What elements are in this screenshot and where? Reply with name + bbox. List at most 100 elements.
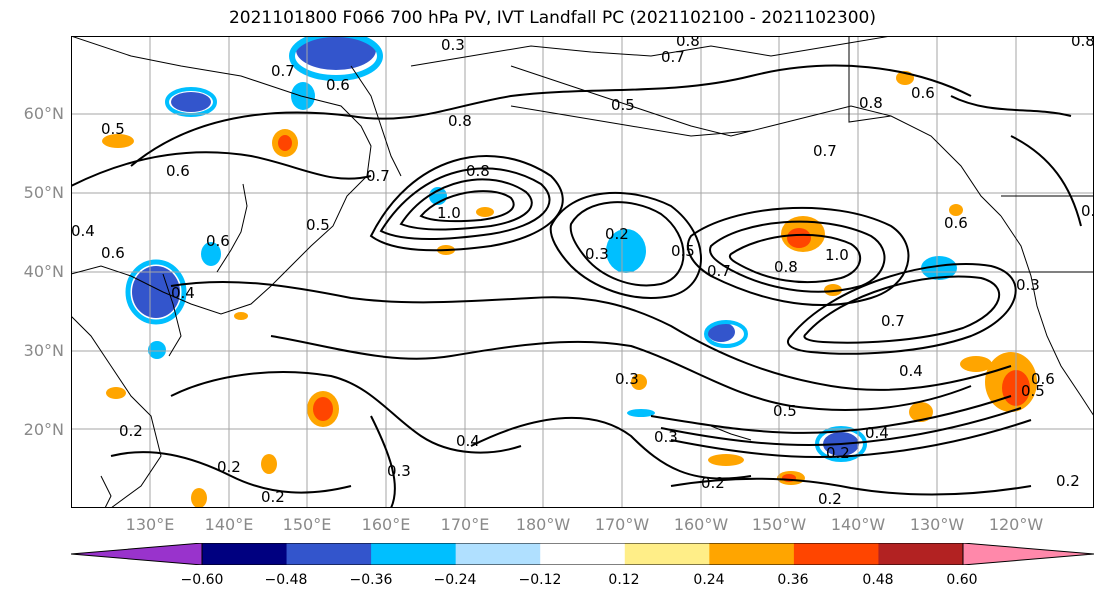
map-panel: 0.3 0.8 0.7 0.6 0.8 0.7 0.8 0.5 0.6 0.7 … bbox=[71, 36, 1094, 508]
negative-anomaly bbox=[171, 92, 211, 112]
contour-label: 0.8 bbox=[774, 258, 798, 276]
contour-label: 0.8 bbox=[1071, 36, 1094, 50]
colorbar-segment bbox=[202, 543, 288, 565]
negative-anomaly bbox=[707, 322, 735, 342]
contour-line bbox=[170, 371, 522, 454]
contour-label: 0.6 bbox=[944, 214, 968, 232]
contour-line bbox=[369, 155, 564, 252]
contour-line bbox=[470, 416, 752, 480]
positive-anomaly bbox=[960, 356, 992, 372]
positive-anomaly bbox=[102, 134, 134, 148]
contour-line bbox=[569, 201, 685, 287]
coastline-hawaii bbox=[710, 425, 752, 441]
contour-line bbox=[660, 407, 1022, 447]
colorbar bbox=[71, 543, 1094, 565]
map-frame bbox=[71, 36, 1094, 508]
colorbar-segment bbox=[878, 543, 964, 565]
contour-label: 0.4 bbox=[865, 424, 889, 442]
contour-label: 0.2 bbox=[826, 444, 850, 462]
lon-label: 140°E bbox=[204, 515, 254, 534]
map-title: 2021101800 F066 700 hPa PV, IVT Landfall… bbox=[228, 8, 876, 28]
lon-label: 150°W bbox=[751, 515, 807, 534]
contour-label: 0.2 bbox=[701, 474, 725, 492]
contour-label: 0.6 bbox=[1031, 370, 1055, 388]
contour-line bbox=[110, 451, 352, 494]
lon-label: 120°W bbox=[988, 515, 1044, 534]
contour-line bbox=[549, 191, 702, 299]
contour-line bbox=[650, 395, 1012, 434]
contour-line bbox=[803, 275, 1000, 344]
lon-label: 130°W bbox=[909, 515, 965, 534]
contour-line bbox=[950, 95, 1072, 117]
negative-anomaly bbox=[289, 36, 383, 81]
colorbar-tick: 0.12 bbox=[608, 572, 640, 588]
colorbar-extend-low bbox=[71, 543, 203, 565]
colorbar-segment bbox=[540, 543, 626, 565]
lat-label: 30°N bbox=[23, 341, 64, 360]
positive-anomaly bbox=[787, 228, 811, 248]
contour-line bbox=[370, 415, 396, 508]
colorbar-tick: 0.60 bbox=[946, 572, 978, 588]
colorbar-tick: −0.60 bbox=[180, 572, 224, 588]
contour-label: 0.5 bbox=[306, 216, 330, 234]
contour-line bbox=[709, 220, 886, 293]
positive-anomaly bbox=[949, 204, 963, 216]
map-canvas: 0.3 0.8 0.7 0.6 0.8 0.7 0.8 0.5 0.6 0.7 … bbox=[71, 36, 1094, 508]
colorbar-tick: −0.48 bbox=[264, 572, 308, 588]
contour-label: 0.6 bbox=[166, 162, 190, 180]
contour-line bbox=[170, 280, 1012, 391]
contour-label: 1.0 bbox=[437, 204, 461, 222]
positive-anomaly bbox=[476, 207, 494, 217]
contour-label: 0.8 bbox=[448, 112, 472, 130]
contour-label: 0.7 bbox=[271, 62, 295, 80]
colorbar-segment bbox=[709, 543, 795, 565]
contour-label: 0.3 bbox=[387, 462, 411, 480]
positive-anomaly bbox=[191, 488, 207, 508]
contour-line bbox=[399, 178, 533, 231]
contour-label: 0.3 bbox=[615, 370, 639, 388]
lon-label: 130°E bbox=[125, 515, 175, 534]
positive-anomaly bbox=[278, 135, 292, 151]
contour-label: 0.5 bbox=[671, 242, 695, 260]
lon-label: 170°W bbox=[594, 515, 650, 534]
coastline-aleutians bbox=[510, 105, 752, 137]
lon-label: 170°E bbox=[440, 515, 490, 534]
colorbar-tick: −0.12 bbox=[518, 572, 562, 588]
contour-labels: 0.3 0.8 0.7 0.6 0.8 0.7 0.8 0.5 0.6 0.7 … bbox=[71, 36, 1094, 508]
colorbar-segment bbox=[371, 543, 457, 565]
contour-label: 0.5 bbox=[611, 96, 635, 114]
contour-line bbox=[686, 206, 910, 307]
contour-label: 0.5 bbox=[1081, 202, 1094, 220]
lon-label: 160°W bbox=[673, 515, 729, 534]
negative-anomaly bbox=[201, 242, 221, 266]
contour-line bbox=[130, 64, 972, 167]
contour-label: 0.6 bbox=[326, 76, 350, 94]
positive-anomaly bbox=[909, 402, 933, 422]
contour-label: 0.6 bbox=[101, 244, 125, 262]
contour-label: 0.3 bbox=[1016, 276, 1040, 294]
colorbar-tick: 0.48 bbox=[862, 572, 894, 588]
coastline-arctic bbox=[410, 36, 892, 67]
colorbar-outline bbox=[201, 543, 964, 565]
shaded-anomalies bbox=[102, 36, 1037, 508]
contour-label: 0.7 bbox=[366, 167, 390, 185]
coastline-asia bbox=[71, 36, 372, 315]
contour-line bbox=[419, 190, 515, 223]
negative-anomaly bbox=[704, 320, 748, 348]
lat-lon-grid bbox=[71, 36, 1094, 508]
contour-label: 0.2 bbox=[818, 490, 842, 508]
coastline-japan bbox=[216, 183, 248, 273]
contour-line bbox=[670, 477, 1032, 496]
contour-label: 0.3 bbox=[654, 428, 678, 446]
contour-label: 0.2 bbox=[217, 458, 241, 476]
contour-label: 0.2 bbox=[119, 422, 143, 440]
contour-label: 0.3 bbox=[441, 36, 465, 54]
positive-anomaly bbox=[708, 454, 744, 466]
lat-label: 50°N bbox=[23, 183, 64, 202]
lon-label: 180°W bbox=[515, 515, 571, 534]
positive-anomaly bbox=[313, 397, 333, 421]
contour-label: 0.7 bbox=[707, 262, 731, 280]
contour-label: 0.5 bbox=[1021, 382, 1045, 400]
lat-label: 40°N bbox=[23, 262, 64, 281]
colorbar-tick: 0.36 bbox=[777, 572, 809, 588]
